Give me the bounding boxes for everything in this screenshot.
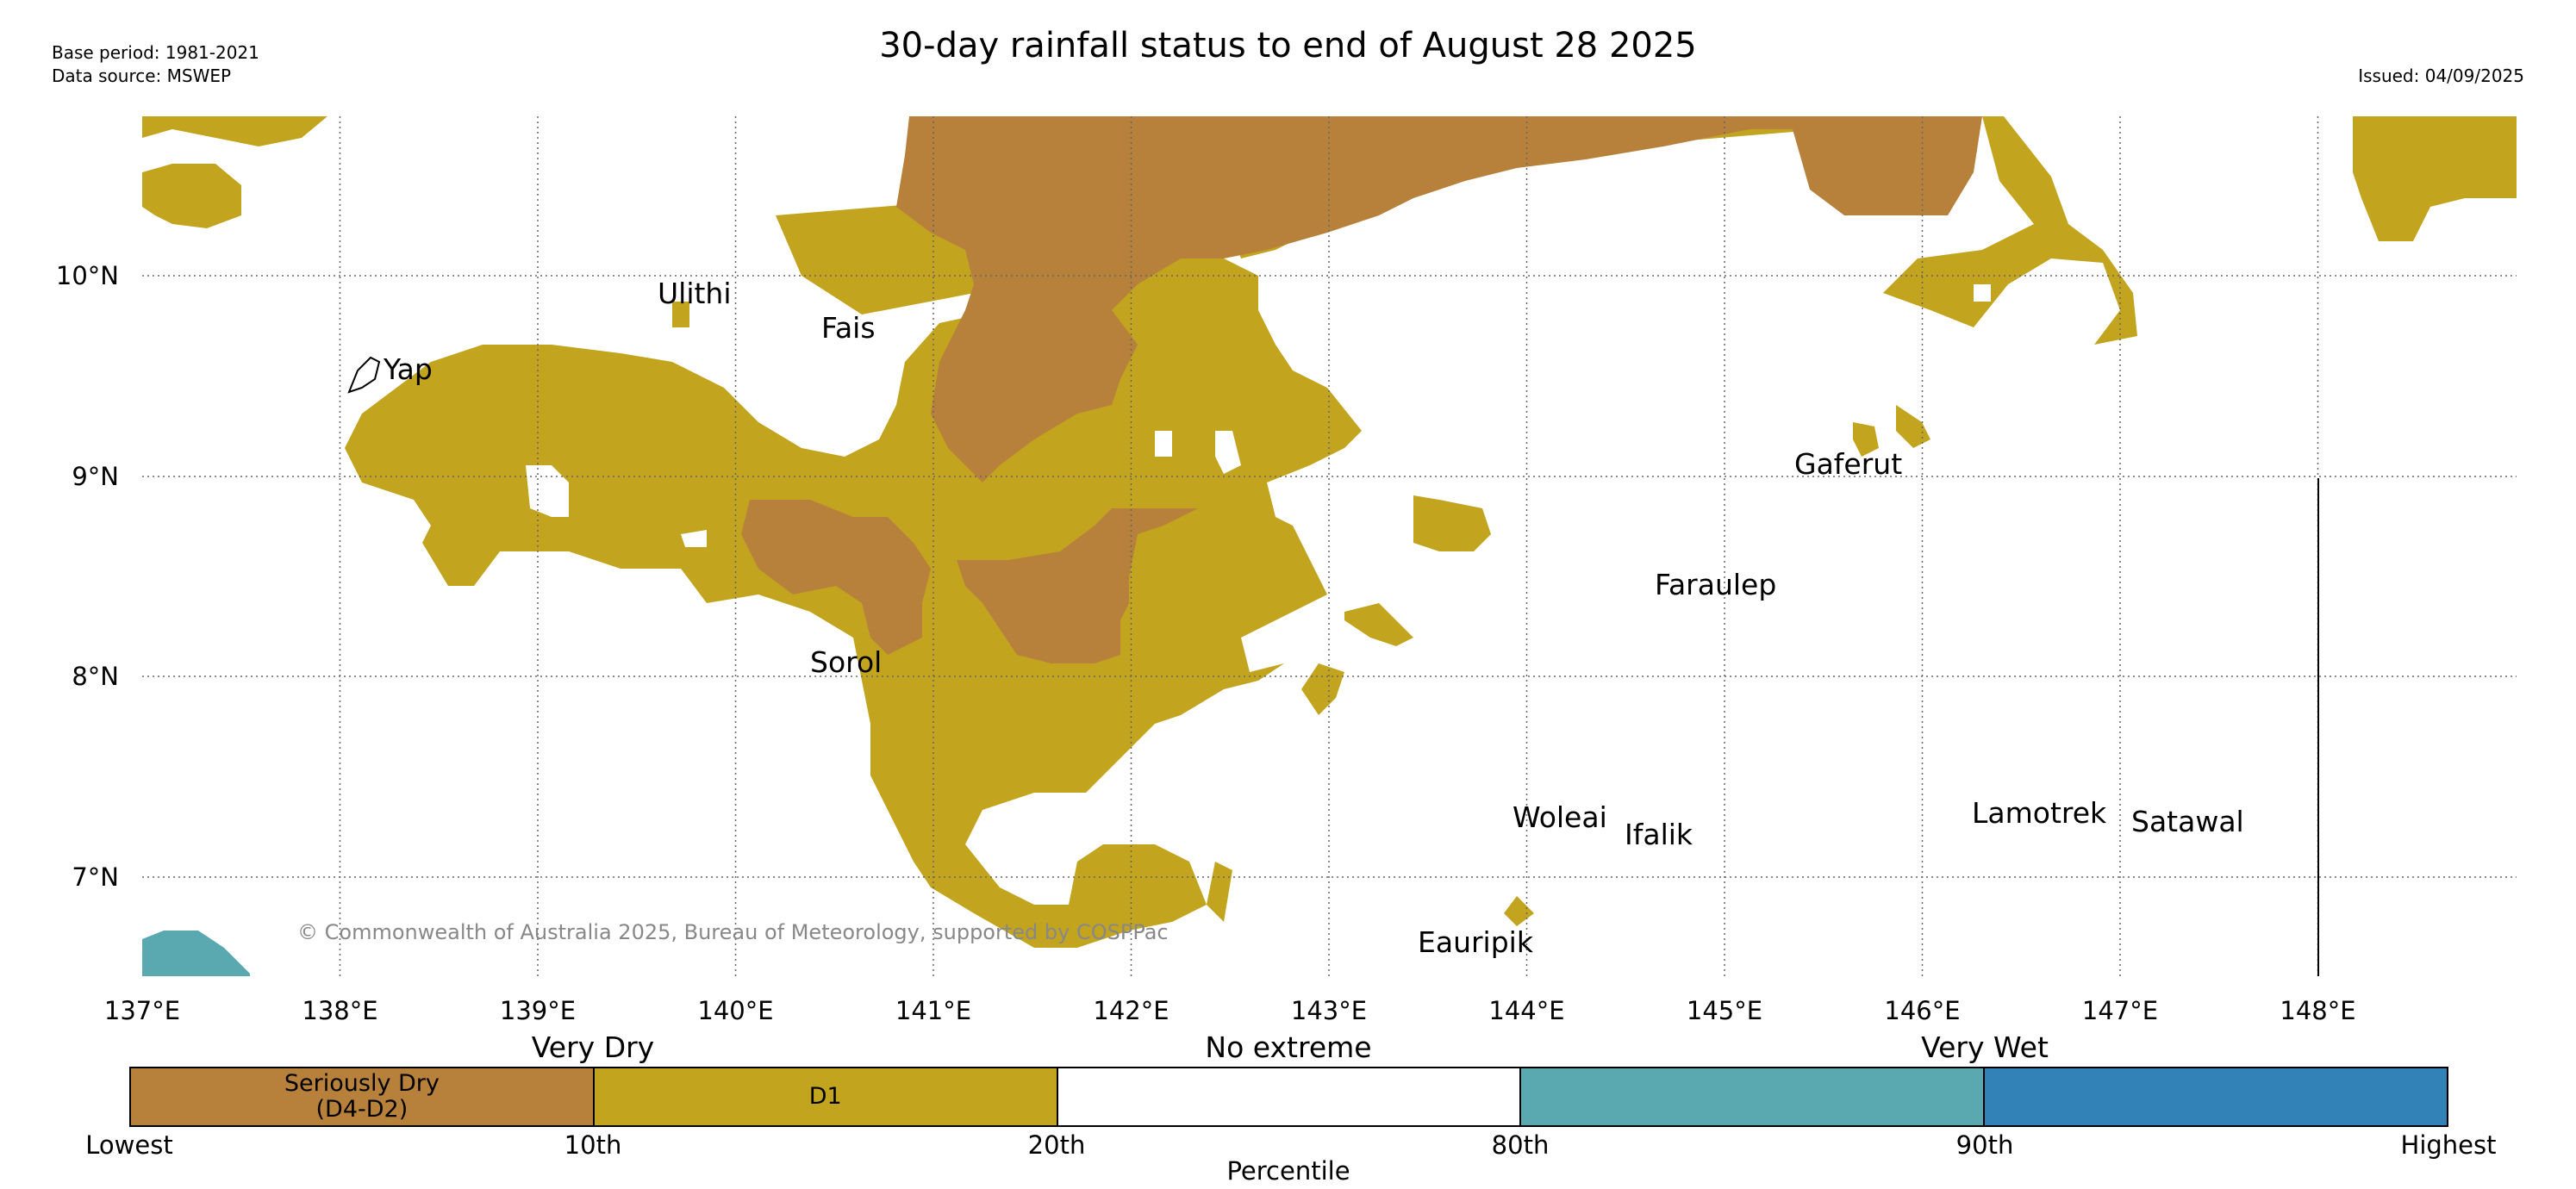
legend-category-very-dry: Very Dry bbox=[531, 1030, 655, 1064]
lon-tick-label: 142°E bbox=[1093, 996, 1169, 1025]
copyright-text: © Commonwealth of Australia 2025, Bureau… bbox=[297, 920, 1169, 944]
island-label-sorol: Sorol bbox=[810, 645, 882, 679]
legend-category-no-extreme: No extreme bbox=[1205, 1030, 1372, 1064]
map-title: 30-day rainfall status to end of August … bbox=[879, 26, 1697, 65]
island-label-fais: Fais bbox=[821, 311, 876, 345]
lon-tick-label: 143°E bbox=[1291, 996, 1367, 1025]
lon-tick-label: 148°E bbox=[2280, 996, 2355, 1025]
lon-tick-label: 138°E bbox=[302, 996, 377, 1025]
legend-tick-10th: 10th bbox=[564, 1130, 622, 1160]
legend-tick-80th: 80th bbox=[1491, 1130, 1550, 1160]
lon-tick-label: 137°E bbox=[104, 996, 180, 1025]
legend-category-very-wet: Very Wet bbox=[1921, 1030, 2049, 1064]
legend-segment-label: (D4-D2) bbox=[315, 1096, 409, 1123]
island-label-yap: Yap bbox=[383, 352, 433, 386]
legend-segment-d1: D1 bbox=[594, 1068, 1058, 1125]
lon-tick-label: 140°E bbox=[697, 996, 773, 1025]
legend-colorbar: Seriously Dry (D4-D2) D1 bbox=[129, 1067, 2448, 1127]
lon-tick-label: 147°E bbox=[2082, 996, 2158, 1025]
legend-segment-wet bbox=[1521, 1068, 1986, 1125]
data-source-text: Data source: MSWEP bbox=[52, 65, 232, 86]
island-label-lamotrek: Lamotrek bbox=[1972, 796, 2107, 830]
legend-segment-label: Seriously Dry bbox=[284, 1070, 440, 1097]
island-label-eauripik: Eauripik bbox=[1418, 925, 1534, 959]
lon-tick-label: 145°E bbox=[1687, 996, 1762, 1025]
very-wet-region bbox=[142, 931, 250, 976]
island-label-ifalik: Ifalik bbox=[1625, 818, 1693, 851]
island-label-gaferut: Gaferut bbox=[1794, 447, 1902, 481]
legend-tick-lowest: Lowest bbox=[85, 1130, 173, 1160]
lat-tick-label: 7°N bbox=[72, 862, 119, 892]
lat-tick-label: 10°N bbox=[56, 261, 119, 290]
lon-tick-label: 141°E bbox=[895, 996, 971, 1025]
lon-tick-label: 139°E bbox=[500, 996, 576, 1025]
seriously-dry-region bbox=[741, 116, 1982, 663]
island-label-ulithi: Ulithi bbox=[658, 277, 732, 310]
legend-tick-20th: 20th bbox=[1027, 1130, 1086, 1160]
lon-tick-label: 146°E bbox=[1884, 996, 1960, 1025]
yap-island-outline bbox=[347, 356, 381, 394]
legend-axis-label: Percentile bbox=[1226, 1156, 1350, 1186]
island-label-satawal: Satawal bbox=[2131, 805, 2244, 838]
legend-segment-seriously-dry: Seriously Dry (D4-D2) bbox=[131, 1068, 595, 1125]
island-label-faraulep: Faraulep bbox=[1655, 568, 1776, 601]
map-plot-area: © Commonwealth of Australia 2025, Bureau… bbox=[142, 116, 2517, 976]
base-period-text: Base period: 1981-2021 bbox=[52, 42, 259, 63]
issued-date: Issued: 04/09/2025 bbox=[2358, 65, 2524, 86]
map-axis-labels: 137°E 138°E 139°E 140°E 141°E 142°E 143°E 144°E… bbox=[56, 261, 2356, 1025]
legend-tick-highest: Highest bbox=[2400, 1130, 2497, 1160]
d1-region bbox=[142, 116, 2517, 948]
lat-tick-label: 8°N bbox=[72, 662, 119, 691]
lat-tick-label: 9°N bbox=[72, 462, 119, 491]
legend-segment-no-extreme bbox=[1057, 1068, 1522, 1125]
lon-tick-label: 144°E bbox=[1488, 996, 1564, 1025]
island-label-woleai: Woleai bbox=[1513, 800, 1607, 834]
legend-segment-label: D1 bbox=[808, 1083, 842, 1110]
legend-segment-highest bbox=[1985, 1068, 2447, 1125]
legend-tick-90th: 90th bbox=[1955, 1130, 2014, 1160]
